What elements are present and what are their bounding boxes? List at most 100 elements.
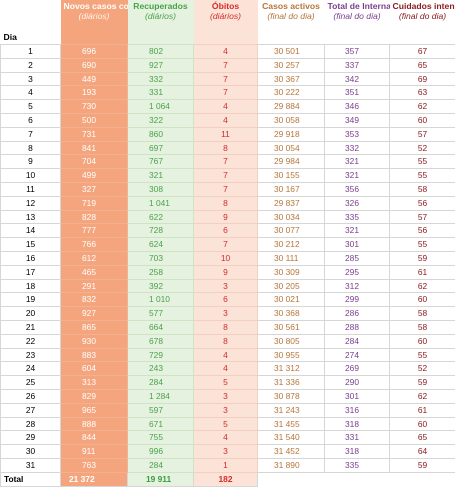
day-cell: 25: [1, 376, 61, 390]
active-cell: 30 878: [258, 389, 325, 403]
recovered-cell: 697: [128, 141, 194, 155]
active-cell: 31 312: [258, 362, 325, 376]
hospitalized-cell: 337: [325, 58, 390, 72]
active-cell: 30 367: [258, 72, 325, 86]
icu-cell: 55: [390, 348, 455, 362]
icu-cell: 60: [390, 334, 455, 348]
hospitalized-cell: 290: [325, 376, 390, 390]
deaths-cell: 3: [194, 445, 258, 459]
deaths-cell: 6: [194, 293, 258, 307]
active-cell: 29 918: [258, 127, 325, 141]
icu-cell: 59: [390, 251, 455, 265]
confirmed-cell: 883: [61, 348, 128, 362]
hospitalized-cell: 321: [325, 155, 390, 169]
active-cell: 29 984: [258, 155, 325, 169]
hospitalized-cell: 286: [325, 307, 390, 321]
hospitalized-cell: 349: [325, 113, 390, 127]
totals-row: Total 21 372 19 911 182: [1, 472, 455, 486]
day-cell: 8: [1, 141, 61, 155]
hospitalized-cell: 357: [325, 45, 390, 59]
recovered-cell: 860: [128, 127, 194, 141]
active-cell: 29 837: [258, 196, 325, 210]
icu-cell: 63: [390, 86, 455, 100]
active-cell: 30 205: [258, 279, 325, 293]
day-cell: 27: [1, 403, 61, 417]
totals-label: Total: [1, 472, 61, 486]
active-cell: 30 167: [258, 182, 325, 196]
icu-cell: 55: [390, 169, 455, 183]
hospitalized-cell: 269: [325, 362, 390, 376]
hospitalized-cell: 274: [325, 348, 390, 362]
icu-cell: 65: [390, 431, 455, 445]
deaths-cell: 9: [194, 210, 258, 224]
hospitalized-cell: 326: [325, 196, 390, 210]
icu-cell: 67: [390, 45, 455, 59]
confirmed-cell: 604: [61, 362, 128, 376]
day-cell: 31: [1, 458, 61, 472]
active-cell: 31 452: [258, 445, 325, 459]
recovered-cell: 1 284: [128, 389, 194, 403]
recovered-cell: 284: [128, 458, 194, 472]
hospitalized-cell: 331: [325, 431, 390, 445]
active-cell: 31 336: [258, 376, 325, 390]
recovered-cell: 1 041: [128, 196, 194, 210]
active-cell: 30 021: [258, 293, 325, 307]
deaths-cell: 4: [194, 45, 258, 59]
active-cell: 30 034: [258, 210, 325, 224]
deaths-cell: 10: [194, 251, 258, 265]
deaths-cell: 3: [194, 403, 258, 417]
confirmed-cell: 829: [61, 389, 128, 403]
day-cell: 12: [1, 196, 61, 210]
deaths-cell: 8: [194, 196, 258, 210]
header-confirmed: Novos casos confirmados(diários): [61, 0, 128, 45]
day-cell: 16: [1, 251, 61, 265]
hospitalized-cell: 301: [325, 238, 390, 252]
total-deaths: 182: [194, 472, 258, 486]
active-cell: 30 054: [258, 141, 325, 155]
day-cell: 21: [1, 320, 61, 334]
icu-cell: 60: [390, 293, 455, 307]
active-cell: 30 111: [258, 251, 325, 265]
icu-cell: 58: [390, 320, 455, 334]
icu-cell: 60: [390, 417, 455, 431]
day-cell: 28: [1, 417, 61, 431]
active-cell: 30 955: [258, 348, 325, 362]
deaths-cell: 7: [194, 58, 258, 72]
hospitalized-cell: 321: [325, 224, 390, 238]
deaths-cell: 4: [194, 113, 258, 127]
confirmed-cell: 832: [61, 293, 128, 307]
confirmed-cell: 719: [61, 196, 128, 210]
icu-cell: 69: [390, 72, 455, 86]
recovered-cell: 243: [128, 362, 194, 376]
icu-cell: 58: [390, 182, 455, 196]
recovered-cell: 321: [128, 169, 194, 183]
recovered-cell: 927: [128, 58, 194, 72]
icu-cell: 58: [390, 307, 455, 321]
recovered-cell: 597: [128, 403, 194, 417]
active-cell: 30 501: [258, 45, 325, 59]
deaths-cell: 4: [194, 431, 258, 445]
hospitalized-cell: 284: [325, 334, 390, 348]
icu-cell: 56: [390, 196, 455, 210]
hospitalized-cell: 301: [325, 389, 390, 403]
deaths-cell: 8: [194, 334, 258, 348]
icu-cell: 56: [390, 224, 455, 238]
